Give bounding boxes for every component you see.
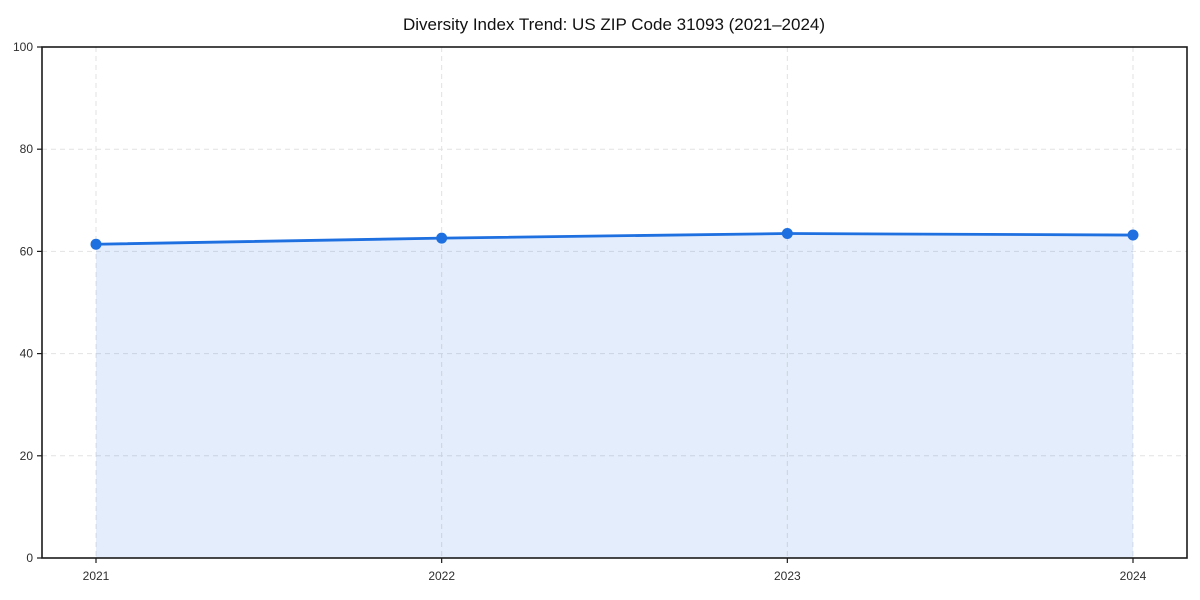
line-layer: [94, 232, 1135, 246]
chart-title: Diversity Index Trend: US ZIP Code 31093…: [403, 15, 825, 34]
axis-layer: 0 20 40 60 80 100 2021 2022 2023 2024: [13, 40, 1188, 583]
y-tick-label: 60: [20, 244, 34, 258]
y-tick-label: 100: [13, 40, 33, 54]
data-point: [1127, 229, 1139, 241]
x-tick-label: 2021: [83, 569, 110, 583]
data-point: [90, 238, 102, 250]
y-tick-label: 20: [20, 449, 34, 463]
x-tick-label: 2022: [428, 569, 455, 583]
grid-layer: [42, 47, 1187, 558]
y-tick-label: 80: [20, 142, 34, 156]
y-tick-label: 40: [20, 347, 34, 361]
x-tick-label: 2023: [774, 569, 801, 583]
y-tick-label: 0: [26, 551, 33, 565]
marker-layer: [90, 228, 1139, 250]
x-tick-label: 2024: [1120, 569, 1147, 583]
plot-frame: [41, 46, 1188, 559]
data-point: [436, 232, 448, 244]
area-layer: [96, 233, 1133, 558]
series-line: [94, 232, 1135, 246]
data-point: [781, 228, 793, 240]
series-area-fill: [96, 233, 1133, 558]
